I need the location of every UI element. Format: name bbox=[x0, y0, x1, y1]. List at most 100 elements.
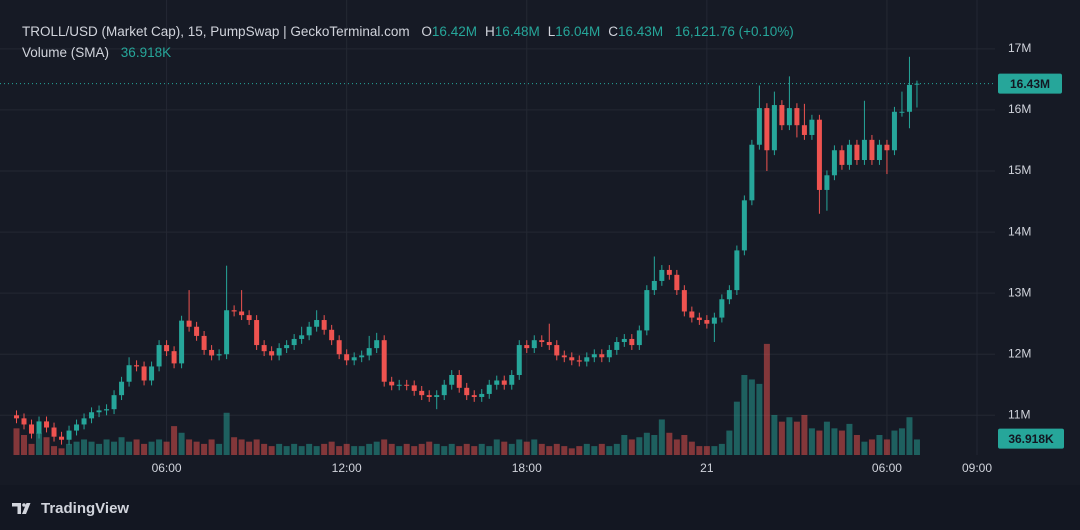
volume-title: Volume (SMA) bbox=[22, 45, 110, 60]
candle-body bbox=[374, 340, 380, 349]
volume-bar bbox=[321, 443, 328, 455]
volume-bar bbox=[178, 432, 185, 455]
volume-bar bbox=[703, 446, 710, 455]
brand-logo[interactable]: TradingView bbox=[12, 500, 129, 517]
volume-bar bbox=[516, 439, 523, 455]
candle-body bbox=[816, 119, 822, 190]
volume-bar bbox=[741, 375, 748, 455]
candle-body bbox=[179, 320, 185, 364]
volume-bar bbox=[561, 446, 568, 455]
volume-bar bbox=[118, 437, 125, 455]
volume-bar bbox=[441, 446, 448, 455]
candle-body bbox=[486, 384, 492, 394]
candle-body bbox=[111, 395, 117, 410]
volume-bar bbox=[913, 439, 920, 455]
volume-bar bbox=[471, 446, 478, 455]
candle-body bbox=[726, 290, 732, 300]
candle-body bbox=[396, 384, 402, 386]
candle-body bbox=[681, 290, 687, 312]
candle-body bbox=[741, 200, 747, 251]
candle-body bbox=[539, 340, 545, 343]
volume-bar bbox=[823, 421, 830, 455]
volume-bar bbox=[906, 417, 913, 455]
volume-bar bbox=[426, 441, 433, 455]
candle-body bbox=[494, 380, 500, 385]
candle-body bbox=[471, 395, 477, 397]
volume-bar bbox=[186, 439, 193, 455]
candle-body bbox=[51, 427, 57, 437]
candle-body bbox=[329, 329, 335, 341]
volume-bar bbox=[553, 443, 560, 455]
candle-body bbox=[711, 317, 717, 324]
candle-body bbox=[141, 366, 147, 381]
volume-bar bbox=[231, 437, 238, 455]
candle-body bbox=[239, 311, 245, 316]
volume-badge bbox=[998, 428, 1064, 449]
ohlc-key: C bbox=[608, 24, 619, 39]
volume-bar bbox=[126, 441, 133, 455]
candle-body bbox=[546, 342, 552, 346]
legend-title: TROLL/USD (Market Cap), 15, PumpSwap | G… bbox=[22, 24, 410, 39]
price-badge bbox=[998, 73, 1062, 94]
volume-bar bbox=[163, 441, 170, 455]
candle-body bbox=[501, 380, 507, 385]
candle-body bbox=[449, 374, 455, 385]
candle-body bbox=[36, 421, 42, 434]
volume-bar bbox=[636, 437, 643, 455]
candle-body bbox=[509, 374, 515, 385]
x-tick-label: 21 bbox=[700, 461, 714, 475]
candle-body bbox=[66, 430, 72, 440]
candle-body bbox=[629, 338, 635, 346]
volume-bar bbox=[373, 441, 380, 455]
candle-body bbox=[381, 340, 387, 382]
volume-bar bbox=[261, 443, 268, 455]
candle-body bbox=[104, 409, 110, 411]
candle-body bbox=[479, 393, 485, 397]
candle-body bbox=[531, 340, 537, 349]
candle-body bbox=[389, 381, 395, 386]
candle-body bbox=[899, 111, 905, 113]
volume-bar bbox=[606, 446, 613, 455]
candle-body bbox=[314, 320, 320, 327]
candle-body bbox=[666, 269, 672, 275]
candle-body bbox=[81, 418, 87, 425]
volume-bar bbox=[613, 443, 620, 455]
candle-body bbox=[411, 385, 417, 391]
volume-bar bbox=[216, 443, 223, 455]
candle-body bbox=[846, 144, 852, 165]
x-tick-label: 12:00 bbox=[332, 461, 362, 475]
volume-bar bbox=[733, 401, 740, 455]
volume-bar bbox=[448, 443, 455, 455]
volume-bar bbox=[763, 343, 770, 455]
volume-bar bbox=[43, 437, 50, 455]
volume-bar bbox=[73, 441, 80, 455]
volume-bar bbox=[366, 443, 373, 455]
price-axis: 11M 12M 13M 14M 15M 16M 17M 16.43M 36.918K bbox=[998, 41, 1064, 449]
volume-bar bbox=[583, 443, 590, 455]
candle-body bbox=[366, 348, 372, 356]
volume-bar bbox=[486, 446, 493, 455]
candle-body bbox=[21, 418, 27, 425]
volume-bar bbox=[456, 446, 463, 455]
volume-bar bbox=[876, 435, 883, 455]
volume-bar bbox=[478, 443, 485, 455]
candle-body bbox=[126, 365, 132, 382]
candle-body bbox=[321, 320, 327, 330]
volume-bar bbox=[748, 379, 755, 455]
y-tick-label: 13M bbox=[1008, 285, 1031, 299]
volume-legend-row: Volume (SMA) 36.918K bbox=[22, 45, 171, 60]
candle-body bbox=[29, 424, 35, 434]
volume-bar bbox=[343, 443, 350, 455]
legend-ohlc: O16.42M H16.48M L16.04M C16.43M bbox=[413, 24, 663, 39]
volume-bar bbox=[28, 443, 35, 455]
candle-body bbox=[809, 119, 815, 135]
volume-bar bbox=[411, 446, 418, 455]
candle-body bbox=[591, 354, 597, 358]
volume-bar bbox=[298, 446, 305, 455]
volume-bar bbox=[538, 443, 545, 455]
volume-bar bbox=[531, 439, 538, 455]
y-tick-label: 11M bbox=[1008, 407, 1030, 421]
volume-bar bbox=[103, 439, 110, 455]
volume-bar bbox=[846, 423, 853, 455]
